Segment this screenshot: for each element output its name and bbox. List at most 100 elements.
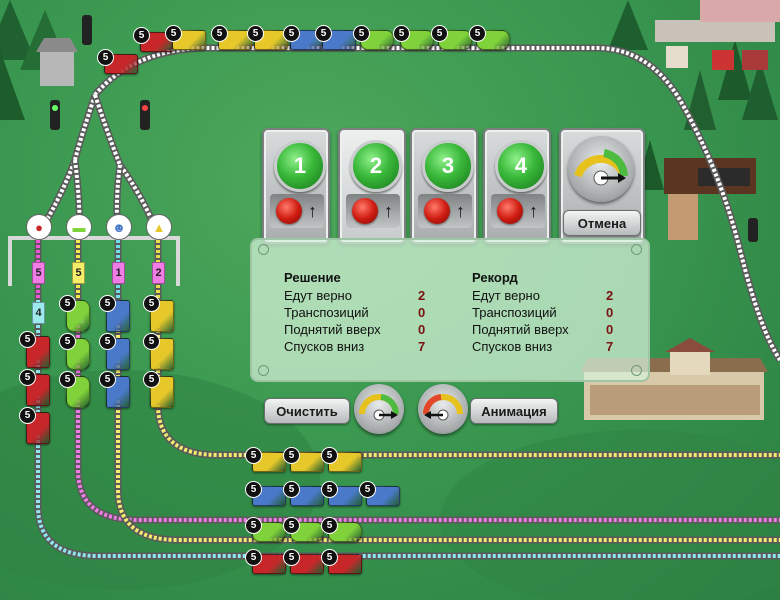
stat-value: 2: [418, 288, 426, 303]
wagon-count-badge: 5: [469, 25, 486, 42]
yellow-wagon[interactable]: 5: [143, 295, 174, 332]
village-trees: [608, 0, 780, 190]
route-2-stop-button[interactable]: [352, 198, 378, 224]
stat-value: 7: [606, 339, 614, 354]
green-wagon[interactable]: 5: [393, 25, 434, 50]
arrow-up-icon: ↑: [529, 201, 538, 221]
wagon-count-badge: 5: [133, 27, 150, 44]
bottom-track-rail: [156, 300, 780, 457]
blue-wagon[interactable]: 5: [283, 25, 324, 50]
wagon-count-badge: 5: [143, 295, 160, 312]
clear-button[interactable]: Очистить: [264, 398, 350, 424]
red-wagon[interactable]: 5: [321, 549, 362, 574]
route-2-button[interactable]: 2: [350, 140, 402, 192]
signal-house: [36, 38, 78, 86]
stat-value: 0: [606, 322, 614, 337]
route-1-stop-button[interactable]: [276, 198, 302, 224]
route-panel-1: 1 ↑: [262, 128, 330, 244]
wagon-count-badge: 5: [321, 549, 338, 566]
green-wagon[interactable]: 5: [353, 25, 394, 50]
stat-label: Спусков вниз: [284, 339, 365, 354]
animation-button[interactable]: Анимация: [470, 398, 558, 424]
yellow-wagon[interactable]: 5: [247, 25, 288, 50]
stat-value: 7: [418, 339, 426, 354]
green-wagon[interactable]: 5: [59, 371, 90, 408]
blue-wagon[interactable]: 5: [359, 481, 400, 506]
wagon-count-badge: 5: [143, 333, 160, 350]
wagon-count-badge: 5: [245, 549, 262, 566]
route-1-controls: ↑: [270, 194, 324, 228]
solution-row: Поднятий вверх 0: [284, 321, 434, 338]
yellow-wagon[interactable]: 5: [143, 333, 174, 370]
green-wagon[interactable]: 5: [469, 25, 510, 50]
wagon-count-badge: 5: [19, 369, 36, 386]
record-row: Транспозиций 0: [472, 304, 622, 321]
green-wagon[interactable]: 5: [245, 517, 286, 542]
bottom-track-rail: [116, 300, 780, 542]
green-wagon[interactable]: 5: [321, 517, 362, 542]
route-3-button[interactable]: 3: [422, 140, 474, 192]
green-wagon[interactable]: 5: [431, 25, 472, 50]
rewind-gauge-icon[interactable]: [418, 384, 468, 434]
red-wagon[interactable]: 5: [245, 549, 286, 574]
stats-panel: Решение Едут верно 2 Транспозиций 0 Поднят…: [250, 238, 650, 382]
green-wagon[interactable]: 5: [59, 295, 90, 332]
signal-gantry: [8, 236, 180, 286]
blue-wagon[interactable]: 5: [99, 371, 130, 408]
stat-label: Транспозиций: [284, 305, 369, 320]
gauge-dial-icon: [574, 149, 628, 186]
wagon-count-badge: 5: [353, 25, 370, 42]
stat-value: 0: [606, 305, 614, 320]
record-row: Спусков вниз 7: [472, 338, 622, 355]
yellow-wagon[interactable]: 5: [165, 25, 206, 50]
signal-box: [664, 158, 756, 240]
route-2-controls: ↑: [346, 194, 400, 228]
green-wagon[interactable]: 5: [59, 333, 90, 370]
yellow-wagon[interactable]: 5: [283, 447, 324, 472]
wagon-count-badge: 5: [245, 481, 262, 498]
yellow-wagon[interactable]: 5: [143, 371, 174, 408]
undo-gauge-icon[interactable]: [568, 136, 634, 202]
blue-wagon[interactable]: 5: [99, 295, 130, 332]
yellow-wagon[interactable]: 5: [211, 25, 252, 50]
wagon-count-badge: 5: [19, 331, 36, 348]
corner-screw-icon: [258, 244, 269, 255]
red-wagon[interactable]: 5: [283, 549, 324, 574]
arrow-up-icon: ↑: [308, 201, 317, 221]
bottom-track-rail: [76, 300, 780, 522]
wagon-count-badge: 5: [321, 481, 338, 498]
cancel-button[interactable]: Отмена: [563, 210, 641, 236]
red-wagon[interactable]: 5: [19, 407, 50, 444]
yellow-wagon[interactable]: 5: [321, 447, 362, 472]
yellow-wagon[interactable]: 5: [245, 447, 286, 472]
cancel-panel: Отмена: [559, 128, 645, 244]
corner-screw-icon: [258, 365, 269, 376]
route-1-button[interactable]: 1: [274, 140, 326, 192]
arrow-up-icon: ↑: [456, 201, 465, 221]
route-panel-4: 4 ↑: [483, 128, 551, 244]
blue-wagon[interactable]: 5: [315, 25, 356, 50]
blue-wagon[interactable]: 5: [283, 481, 324, 506]
red-wagon[interactable]: 5: [97, 49, 138, 74]
siding-target-label: 4: [32, 302, 45, 324]
blue-wagon[interactable]: 5: [245, 481, 286, 506]
wagon-count-badge: 5: [99, 295, 116, 312]
corner-screw-icon: [631, 244, 642, 255]
wagon-count-badge: 5: [97, 49, 114, 66]
route-4-stop-button[interactable]: [497, 198, 523, 224]
wagon-count-badge: 5: [59, 295, 76, 312]
route-3-controls: ↑: [418, 194, 472, 228]
blue-wagon[interactable]: 5: [321, 481, 362, 506]
route-4-button[interactable]: 4: [495, 140, 547, 192]
wagon-count-badge: 5: [393, 25, 410, 42]
solution-column: Решение Едут верно 2 Транспозиций 0 Поднят…: [284, 270, 434, 355]
solution-title: Решение: [284, 270, 341, 285]
sand-pile-icon: ▲: [146, 214, 172, 240]
blue-wagon[interactable]: 5: [99, 333, 130, 370]
forward-gauge-icon[interactable]: [354, 384, 404, 434]
red-wagon[interactable]: 5: [19, 331, 50, 368]
green-wagon[interactable]: 5: [283, 517, 324, 542]
wagon-count-badge: 5: [165, 25, 182, 42]
red-wagon[interactable]: 5: [19, 369, 50, 406]
route-3-stop-button[interactable]: [424, 198, 450, 224]
